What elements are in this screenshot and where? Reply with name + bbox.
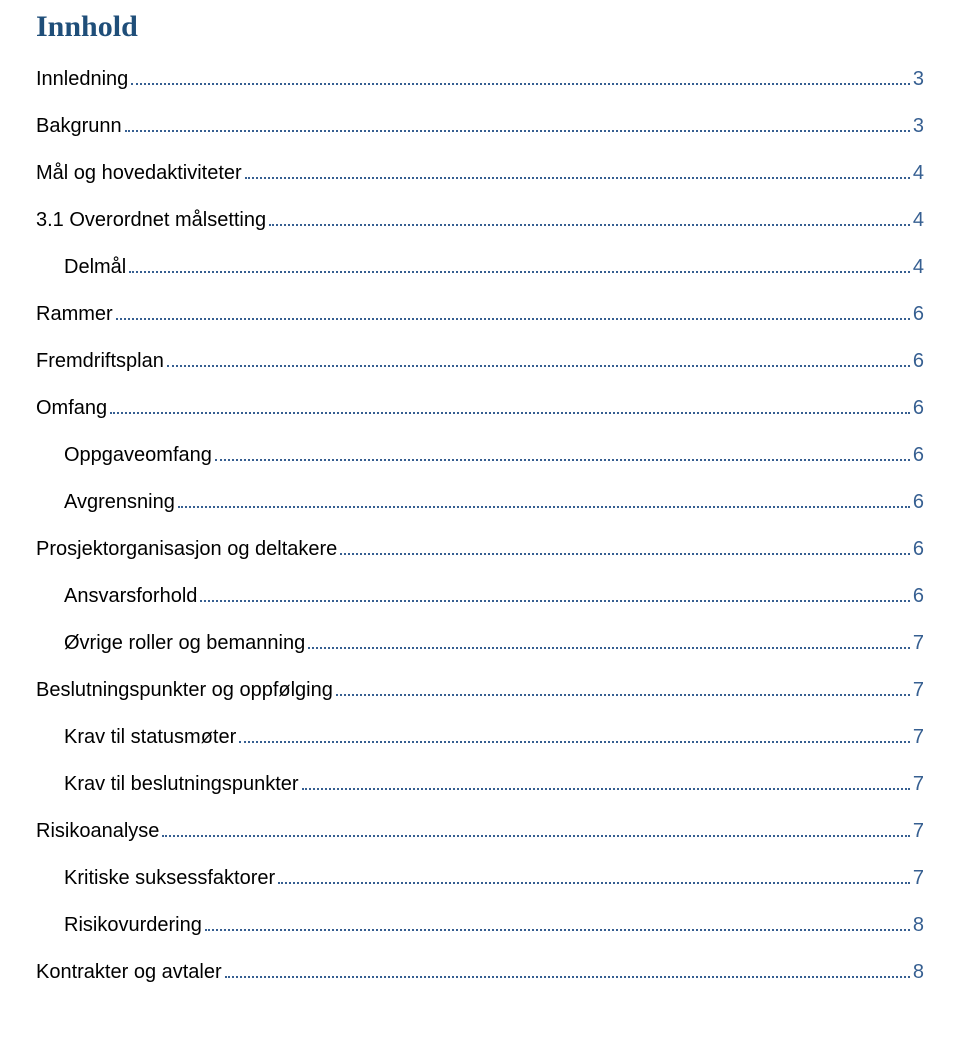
toc-entry-label[interactable]: Bakgrunn	[36, 115, 122, 138]
toc-leader-dots	[162, 835, 909, 837]
toc-entry: Ansvarsforhold 6	[36, 585, 924, 608]
toc-entry-label[interactable]: 3.1 Overordnet målsetting	[36, 209, 266, 232]
toc-leader-dots	[340, 553, 910, 555]
toc-leader-dots	[200, 600, 909, 602]
toc-entry-label[interactable]: Omfang	[36, 397, 107, 420]
toc-entry-label[interactable]: Risikoanalyse	[36, 820, 159, 843]
toc-entry-page[interactable]: 7	[913, 726, 924, 749]
toc-entry: Innledning 3	[36, 68, 924, 91]
toc-entry-page[interactable]: 7	[913, 867, 924, 890]
toc-entry-label[interactable]: Krav til statusmøter	[64, 726, 236, 749]
toc-entry: Avgrensning 6	[36, 491, 924, 514]
toc-entry: Mål og hovedaktiviteter 4	[36, 162, 924, 185]
toc-entry: Krav til statusmøter 7	[36, 726, 924, 749]
toc-leader-dots	[336, 694, 910, 696]
toc-leader-dots	[269, 224, 910, 226]
toc-entry-page[interactable]: 3	[913, 115, 924, 138]
toc-entry: Risikoanalyse 7	[36, 820, 924, 843]
toc-entry: Rammer 6	[36, 303, 924, 326]
toc-title: Innhold	[36, 10, 924, 44]
toc-leader-dots	[278, 882, 910, 884]
toc-entry-page[interactable]: 7	[913, 773, 924, 796]
toc-entry: Fremdriftsplan 6	[36, 350, 924, 373]
toc-entry-page[interactable]: 6	[913, 538, 924, 561]
toc-entry-page[interactable]: 7	[913, 820, 924, 843]
toc-entry: Prosjektorganisasjon og deltakere 6	[36, 538, 924, 561]
toc-entry-label[interactable]: Kritiske suksessfaktorer	[64, 867, 275, 890]
toc-entry-label[interactable]: Kontrakter og avtaler	[36, 961, 222, 984]
toc-entry-page[interactable]: 8	[913, 914, 924, 937]
toc-entry-page[interactable]: 4	[913, 209, 924, 232]
toc-entry: Risikovurdering 8	[36, 914, 924, 937]
toc-leader-dots	[125, 130, 910, 132]
toc-entry-label[interactable]: Øvrige roller og bemanning	[64, 632, 305, 655]
toc-entry: Øvrige roller og bemanning 7	[36, 632, 924, 655]
toc-entry-page[interactable]: 7	[913, 679, 924, 702]
toc-entry-page[interactable]: 7	[913, 632, 924, 655]
toc-entry-page[interactable]: 6	[913, 397, 924, 420]
toc-leader-dots	[225, 976, 910, 978]
toc-leader-dots	[178, 506, 910, 508]
toc-entry-label[interactable]: Fremdriftsplan	[36, 350, 164, 373]
toc-entry-label[interactable]: Risikovurdering	[64, 914, 202, 937]
toc-leader-dots	[167, 365, 910, 367]
toc-entry-page[interactable]: 6	[913, 444, 924, 467]
toc-entry: Omfang 6	[36, 397, 924, 420]
toc-entry-label[interactable]: Avgrensning	[64, 491, 175, 514]
toc-entry-label[interactable]: Ansvarsforhold	[64, 585, 197, 608]
toc-entry-label[interactable]: Rammer	[36, 303, 113, 326]
toc-entry: Bakgrunn 3	[36, 115, 924, 138]
toc-entry-label[interactable]: Prosjektorganisasjon og deltakere	[36, 538, 337, 561]
toc-entry: Kritiske suksessfaktorer 7	[36, 867, 924, 890]
toc-entry: Kontrakter og avtaler 8	[36, 961, 924, 984]
toc-entry-page[interactable]: 6	[913, 491, 924, 514]
toc-entry-label[interactable]: Oppgaveomfang	[64, 444, 212, 467]
toc-entry-page[interactable]: 3	[913, 68, 924, 91]
toc-entry-label[interactable]: Beslutningspunkter og oppfølging	[36, 679, 333, 702]
toc-leader-dots	[116, 318, 910, 320]
toc-leader-dots	[245, 177, 910, 179]
toc-list: Innledning 3 Bakgrunn 3 Mål og hovedaktivite…	[36, 68, 924, 984]
toc-entry-page[interactable]: 6	[913, 585, 924, 608]
toc-entry-page[interactable]: 8	[913, 961, 924, 984]
toc-entry-page[interactable]: 6	[913, 350, 924, 373]
toc-entry: Delmål 4	[36, 256, 924, 279]
toc-entry: Beslutningspunkter og oppfølging 7	[36, 679, 924, 702]
toc-leader-dots	[205, 929, 910, 931]
toc-entry: 3.1 Overordnet målsetting 4	[36, 209, 924, 232]
toc-leader-dots	[302, 788, 910, 790]
toc-leader-dots	[308, 647, 910, 649]
toc-entry-page[interactable]: 4	[913, 162, 924, 185]
toc-leader-dots	[110, 412, 910, 414]
toc-entry-label[interactable]: Innledning	[36, 68, 128, 91]
toc-entry-page[interactable]: 4	[913, 256, 924, 279]
toc-leader-dots	[129, 271, 910, 273]
toc-entry-label[interactable]: Krav til beslutningspunkter	[64, 773, 299, 796]
toc-entry-page[interactable]: 6	[913, 303, 924, 326]
toc-leader-dots	[131, 83, 910, 85]
toc-leader-dots	[215, 459, 910, 461]
toc-leader-dots	[239, 741, 910, 743]
toc-entry: Krav til beslutningspunkter 7	[36, 773, 924, 796]
toc-entry-label[interactable]: Delmål	[64, 256, 126, 279]
toc-entry: Oppgaveomfang 6	[36, 444, 924, 467]
toc-entry-label[interactable]: Mål og hovedaktiviteter	[36, 162, 242, 185]
